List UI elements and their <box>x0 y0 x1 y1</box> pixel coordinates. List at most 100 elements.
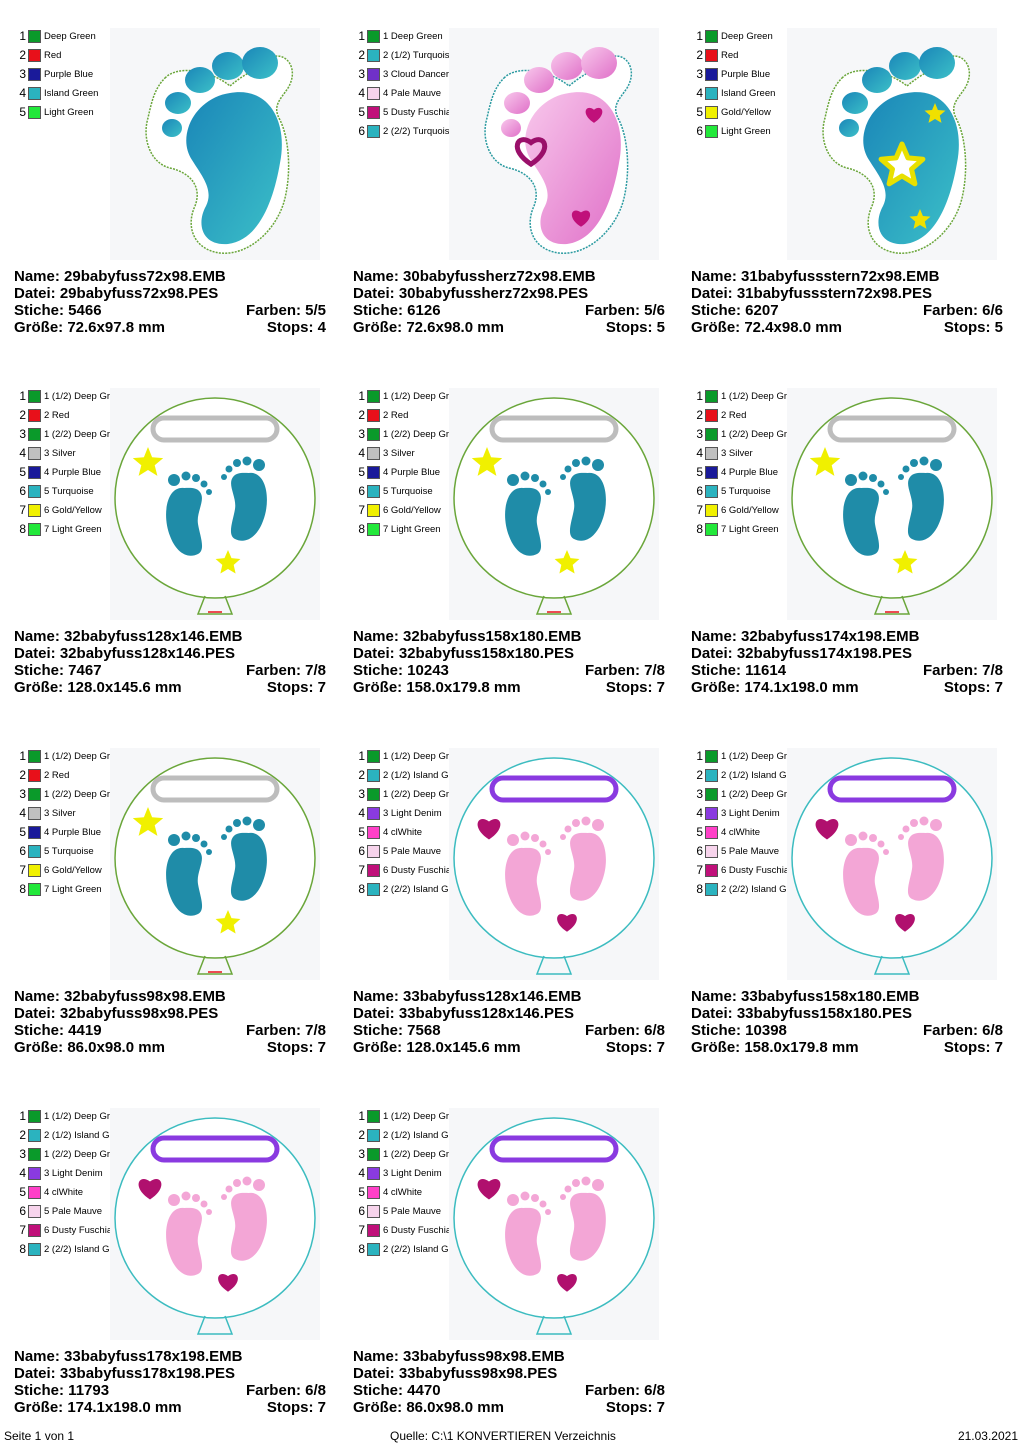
palette-number: 1 <box>19 749 26 763</box>
design-file: Datei: 33babyfuss98x98.PES <box>353 1365 558 1382</box>
palette-swatch <box>705 67 718 81</box>
design-name: Name: 32babyfuss158x180.EMB <box>353 628 582 645</box>
palette-thread-name: 6 Dusty Fuschia <box>44 1224 113 1236</box>
design-name: Name: 32babyfuss98x98.EMB <box>14 988 226 1005</box>
palette-thread-name: 4 clWhite <box>383 826 423 838</box>
palette-number: 4 <box>358 1166 365 1180</box>
palette-number: 7 <box>19 503 26 517</box>
embroidery-preview <box>449 28 659 260</box>
palette-thread-name: 5 Pale Mauve <box>383 845 442 857</box>
design-name: Name: 29babyfuss72x98.EMB <box>14 268 226 285</box>
color-count: Farben: 6/8 <box>584 1382 665 1399</box>
palette-swatch <box>28 825 41 839</box>
palette-thread-name: 7 Light Green <box>44 523 102 535</box>
palette-swatch <box>28 503 41 517</box>
design-size: Größe: 86.0x98.0 mm <box>353 1399 504 1416</box>
palette-entry: 3 1 (2/2) Deep Gree <box>353 426 457 442</box>
palette-swatch <box>367 484 380 498</box>
palette-swatch <box>367 768 380 782</box>
palette-entry: 3 1 (2/2) Deep Gree <box>14 786 118 802</box>
palette-thread-name: 6 Gold/Yellow <box>383 504 441 516</box>
palette-thread-name: 1 (1/2) Deep Gree <box>383 390 457 402</box>
palette-number: 4 <box>358 446 365 460</box>
palette-swatch <box>367 465 380 479</box>
palette-entry: 1 1 (1/2) Deep Gree <box>353 388 457 404</box>
palette-thread-name: 4 clWhite <box>383 1186 423 1198</box>
palette-number: 5 <box>19 105 26 119</box>
palette-number: 7 <box>358 503 365 517</box>
palette-swatch <box>705 86 718 100</box>
palette-number: 8 <box>358 522 365 536</box>
stop-count: Stops: 7 <box>605 1399 665 1416</box>
palette-thread-name: 5 Pale Mauve <box>721 845 780 857</box>
palette-entry: 7 6 Gold/Yellow <box>691 502 795 518</box>
palette-thread-name: 5 Dusty Fuschia <box>383 106 452 118</box>
footer-date: 21.03.2021 <box>957 1429 1018 1443</box>
design-card: 1 1 (1/2) Deep Gree 2 2 Red 3 1 (2/2) Deep Gr… <box>14 388 334 733</box>
palette-swatch <box>28 787 41 801</box>
palette-entry: 6 5 Turquoise <box>691 483 795 499</box>
design-card: 1 1 (1/2) Deep Gree 2 2 Red 3 1 (2/2) Deep Gr… <box>353 388 673 733</box>
palette-thread-name: 6 Gold/Yellow <box>44 864 102 876</box>
palette-thread-name: 2 Red <box>44 769 70 781</box>
palette-swatch <box>28 1223 41 1237</box>
palette-swatch <box>367 86 380 100</box>
palette-number: 8 <box>358 1242 365 1256</box>
palette-number: 1 <box>358 1109 365 1123</box>
palette-number: 6 <box>696 484 703 498</box>
palette-thread-name: 7 Light Green <box>383 523 441 535</box>
palette-thread-name: 6 Dusty Fuschia <box>383 864 452 876</box>
design-card: 1 Deep Green 2 Red 3 Purple Blue 4 Island Green… <box>14 28 334 373</box>
palette-swatch <box>28 105 41 119</box>
palette-number: 3 <box>696 427 703 441</box>
palette-thread-name: 1 (2/2) Deep Gree <box>44 428 118 440</box>
design-file: Datei: 29babyfuss72x98.PES <box>14 285 219 302</box>
palette-number: 5 <box>19 1185 26 1199</box>
palette-swatch <box>28 1185 41 1199</box>
stitch-count: Stiche: 6126 <box>353 302 441 319</box>
palette-thread-name: Gold/Yellow <box>721 106 771 118</box>
palette-thread-name: Light Green <box>721 125 771 137</box>
palette-thread-name: 6 Gold/Yellow <box>721 504 779 516</box>
design-size: Größe: 158.0x179.8 mm <box>353 679 521 696</box>
palette-thread-name: Light Green <box>44 106 94 118</box>
design-card: 1 1 (1/2) Deep Gree 2 2 Red 3 1 (2/2) Deep Gr… <box>691 388 1011 733</box>
palette-thread-name: Red <box>44 49 62 61</box>
palette-swatch <box>705 446 718 460</box>
palette-entry: 4 3 Silver <box>353 445 457 461</box>
design-file: Datei: 32babyfuss128x146.PES <box>14 645 235 662</box>
palette-thread-name: 1 (1/2) Deep Gree <box>721 750 795 762</box>
palette-number: 3 <box>19 427 26 441</box>
palette-number: 4 <box>19 806 26 820</box>
palette-number: 7 <box>19 863 26 877</box>
design-card: 1 1 (1/2) Deep Gree 2 2 (1/2) Island Gre 3 1 … <box>691 748 1011 1093</box>
palette-thread-name: 3 Light Denim <box>44 1167 103 1179</box>
palette-thread-name: 3 Light Denim <box>721 807 780 819</box>
palette-swatch <box>28 1109 41 1123</box>
palette-thread-name: 6 Gold/Yellow <box>44 504 102 516</box>
palette-number: 2 <box>19 768 26 782</box>
palette-entry: 3 1 (2/2) Deep Gree <box>353 1146 457 1162</box>
palette-entry: 1 Deep Green <box>691 28 795 44</box>
palette-number: 4 <box>19 1166 26 1180</box>
palette-thread-name: 2 (2/2) Turquoise <box>383 125 455 137</box>
color-count: Farben: 7/8 <box>245 662 326 679</box>
design-file: Datei: 33babyfuss128x146.PES <box>353 1005 574 1022</box>
palette-number: 2 <box>696 768 703 782</box>
palette-number: 7 <box>696 863 703 877</box>
palette-swatch <box>28 768 41 782</box>
palette-thread-name: 2 (2/2) Island Gre <box>44 1243 118 1255</box>
palette-thread-name: 2 (1/2) Island Gre <box>383 1129 457 1141</box>
palette-number: 4 <box>696 446 703 460</box>
palette-entry: 2 Red <box>691 47 795 63</box>
palette-swatch <box>367 844 380 858</box>
palette-thread-name: 2 (1/2) Turquoise <box>383 49 455 61</box>
palette-number: 3 <box>358 1147 365 1161</box>
palette-thread-name: 4 clWhite <box>721 826 761 838</box>
palette-entry: 1 1 (1/2) Deep Gree <box>691 388 795 404</box>
stop-count: Stops: 7 <box>605 1039 665 1056</box>
design-size: Größe: 174.1x198.0 mm <box>691 679 859 696</box>
palette-entry: 2 2 (1/2) Island Gre <box>691 767 795 783</box>
design-info: Name: 33babyfuss128x146.EMB Datei: 33baby… <box>353 988 665 1056</box>
stop-count: Stops: 4 <box>266 319 326 336</box>
